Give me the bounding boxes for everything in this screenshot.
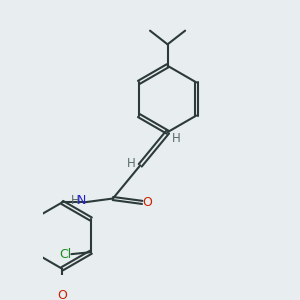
Text: H: H [127,157,136,170]
Text: N: N [77,194,86,207]
Text: O: O [142,196,152,209]
Text: O: O [57,289,67,300]
Text: H: H [172,131,181,145]
Text: Cl: Cl [59,248,72,261]
Text: H: H [71,194,80,207]
